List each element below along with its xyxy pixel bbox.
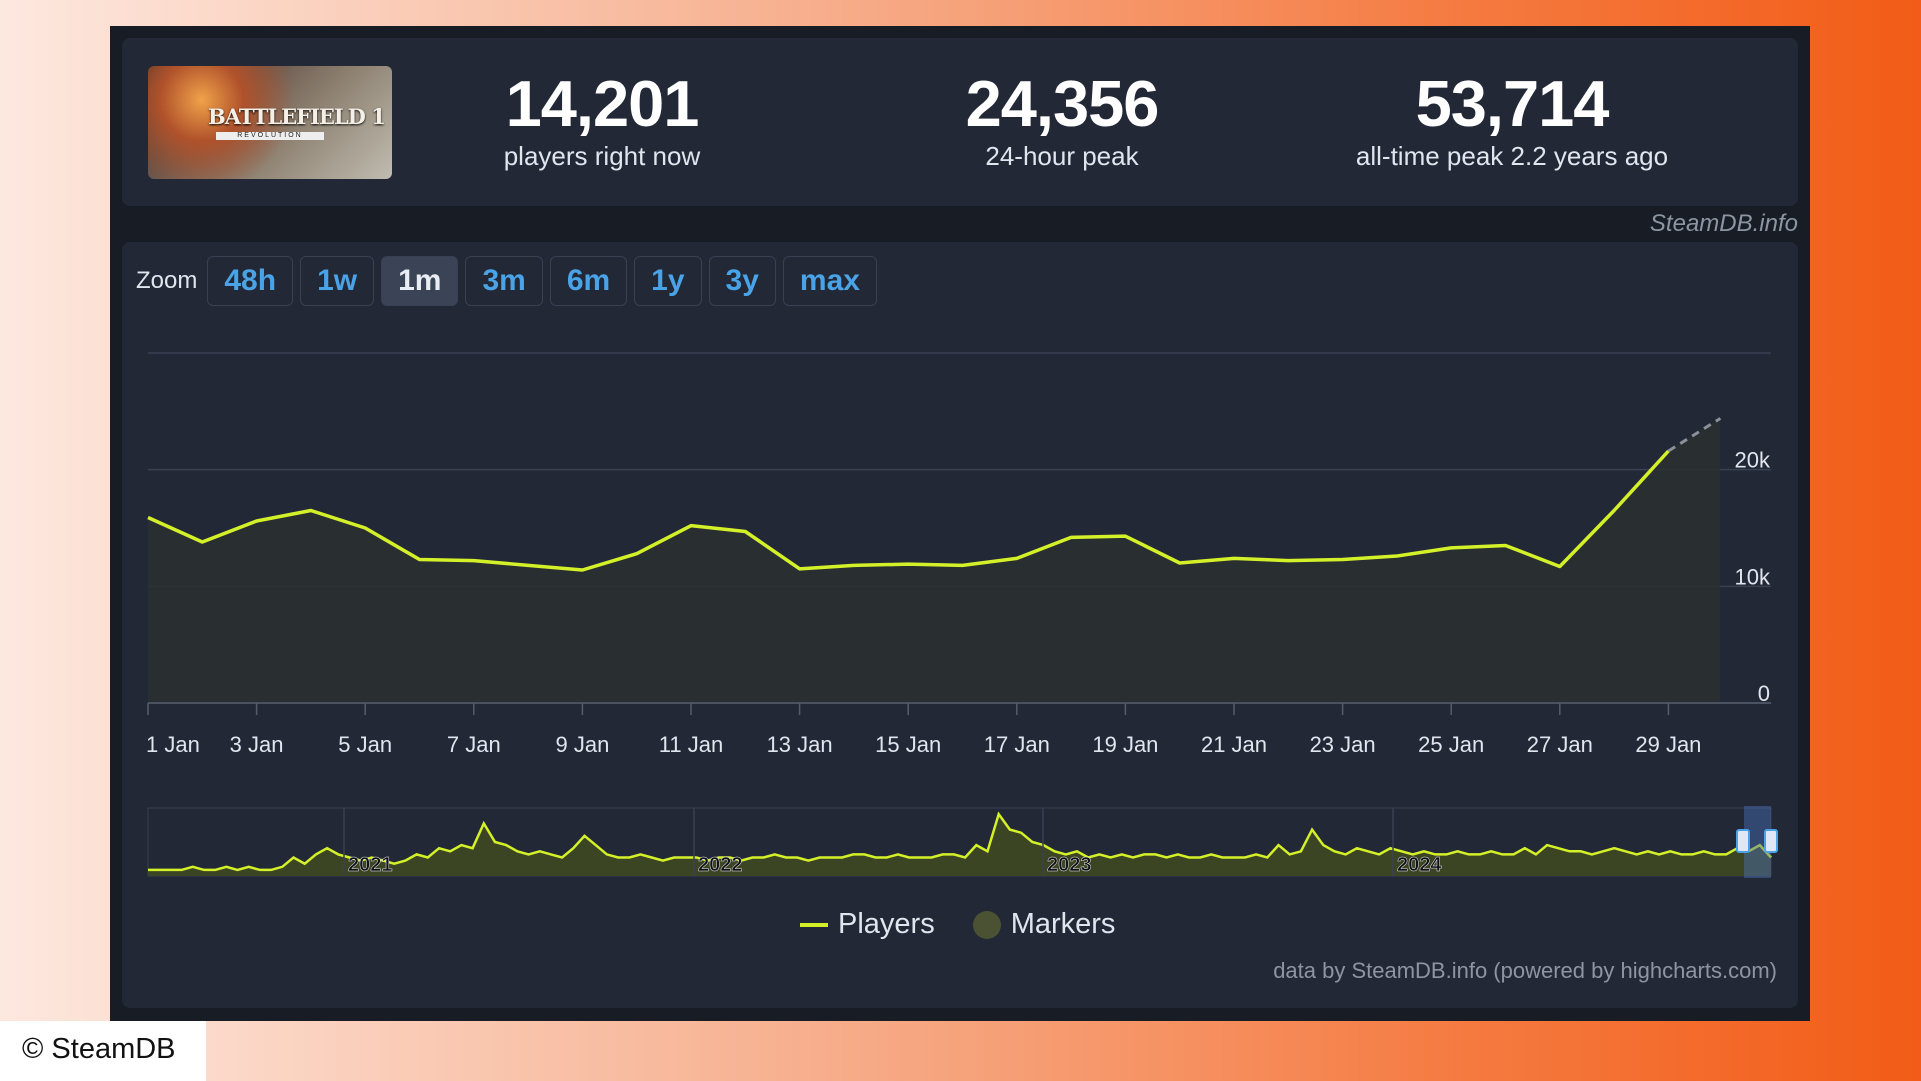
- markers-legend-dot-icon: [972, 910, 1001, 939]
- zoom-label: Zoom: [136, 267, 198, 294]
- stats-bar: BATTLEFIELD 1 REVOLUTION 14,201 players …: [122, 38, 1798, 206]
- zoom-1w-button[interactable]: 1w: [300, 256, 375, 306]
- navigator-left-handle: [1736, 829, 1750, 853]
- peak-24h-stat: 24,356 24-hour peak: [922, 68, 1202, 172]
- x-tick-label: 21 Jan: [1201, 732, 1267, 757]
- players-now-value: 14,201: [505, 67, 700, 140]
- y-tick-label: 10k: [1735, 564, 1771, 589]
- chart-legend: Players Markers: [800, 908, 1115, 941]
- y-tick-label: 0: [1758, 681, 1770, 706]
- players-now-stat: 14,201 players right now: [472, 68, 732, 172]
- legend-markers[interactable]: Markers: [1010, 908, 1116, 940]
- navigator-year-label: 2022: [698, 854, 743, 876]
- zoom-1m-button[interactable]: 1m: [381, 256, 459, 306]
- players-legend-line-icon: [800, 922, 828, 927]
- zoom-48h-button[interactable]: 48h: [207, 256, 294, 306]
- game-thumbnail[interactable]: BATTLEFIELD 1 REVOLUTION: [148, 66, 392, 179]
- x-tick-label: 7 Jan: [447, 732, 501, 757]
- navigator-year-label: 2023: [1047, 854, 1092, 876]
- steamdb-watermark: SteamDB.info: [1649, 210, 1798, 237]
- x-tick-label: 17 Jan: [984, 732, 1050, 757]
- navigator-right-handle: [1764, 829, 1778, 853]
- legend-players[interactable]: Players: [838, 908, 935, 940]
- navigator-line: [148, 811, 1772, 872]
- zoom-3m-button[interactable]: 3m: [465, 256, 543, 306]
- zoom-selector: Zoom 48h 1w 1m 3m 6m 1y 3y max: [136, 256, 884, 306]
- chart-credits[interactable]: data by SteamDB.info (powered by highcha…: [1273, 958, 1777, 983]
- x-tick-label: 19 Jan: [1092, 732, 1158, 757]
- x-tick-label: 1 Jan: [146, 732, 200, 757]
- x-tick-label: 5 Jan: [338, 732, 392, 757]
- zoom-1y-button[interactable]: 1y: [634, 256, 702, 306]
- all-time-peak-value: 53,714: [1415, 67, 1610, 140]
- all-time-peak-stat: 53,714 all-time peak 2.2 years ago: [1332, 68, 1692, 172]
- projection-line: [1667, 417, 1722, 453]
- zoom-max-button[interactable]: max: [782, 256, 877, 306]
- x-tick-label: 29 Jan: [1635, 732, 1701, 757]
- navigator-year-label: 2021: [348, 854, 393, 876]
- x-tick-label: 23 Jan: [1310, 732, 1376, 757]
- navigator-area: [148, 814, 1771, 876]
- thumbnail-logo: BATTLEFIELD 1: [208, 104, 386, 129]
- thumbnail-subtitle: REVOLUTION: [216, 132, 324, 140]
- y-tick-label: 20k: [1735, 448, 1771, 473]
- peak-24h-label: 24-hour peak: [985, 141, 1139, 171]
- players-area: [148, 418, 1721, 703]
- copyright-notice: © SteamDB: [0, 1021, 206, 1081]
- x-tick-label: 15 Jan: [875, 732, 941, 757]
- x-tick-label: 11 Jan: [659, 732, 723, 757]
- navigator-year-label: 2024: [1397, 854, 1442, 876]
- zoom-3y-button[interactable]: 3y: [708, 256, 776, 306]
- zoom-6m-button[interactable]: 6m: [549, 256, 628, 306]
- all-time-peak-label: all-time peak 2.2 years ago: [1355, 141, 1669, 171]
- x-tick-label: 3 Jan: [230, 732, 284, 757]
- peak-24h-value: 24,356: [965, 67, 1160, 140]
- x-tick-label: 27 Jan: [1527, 732, 1593, 757]
- x-tick-label: 13 Jan: [767, 732, 833, 757]
- players-now-label: players right now: [503, 141, 701, 171]
- x-tick-label: 9 Jan: [555, 732, 609, 757]
- x-tick-label: 25 Jan: [1418, 732, 1484, 757]
